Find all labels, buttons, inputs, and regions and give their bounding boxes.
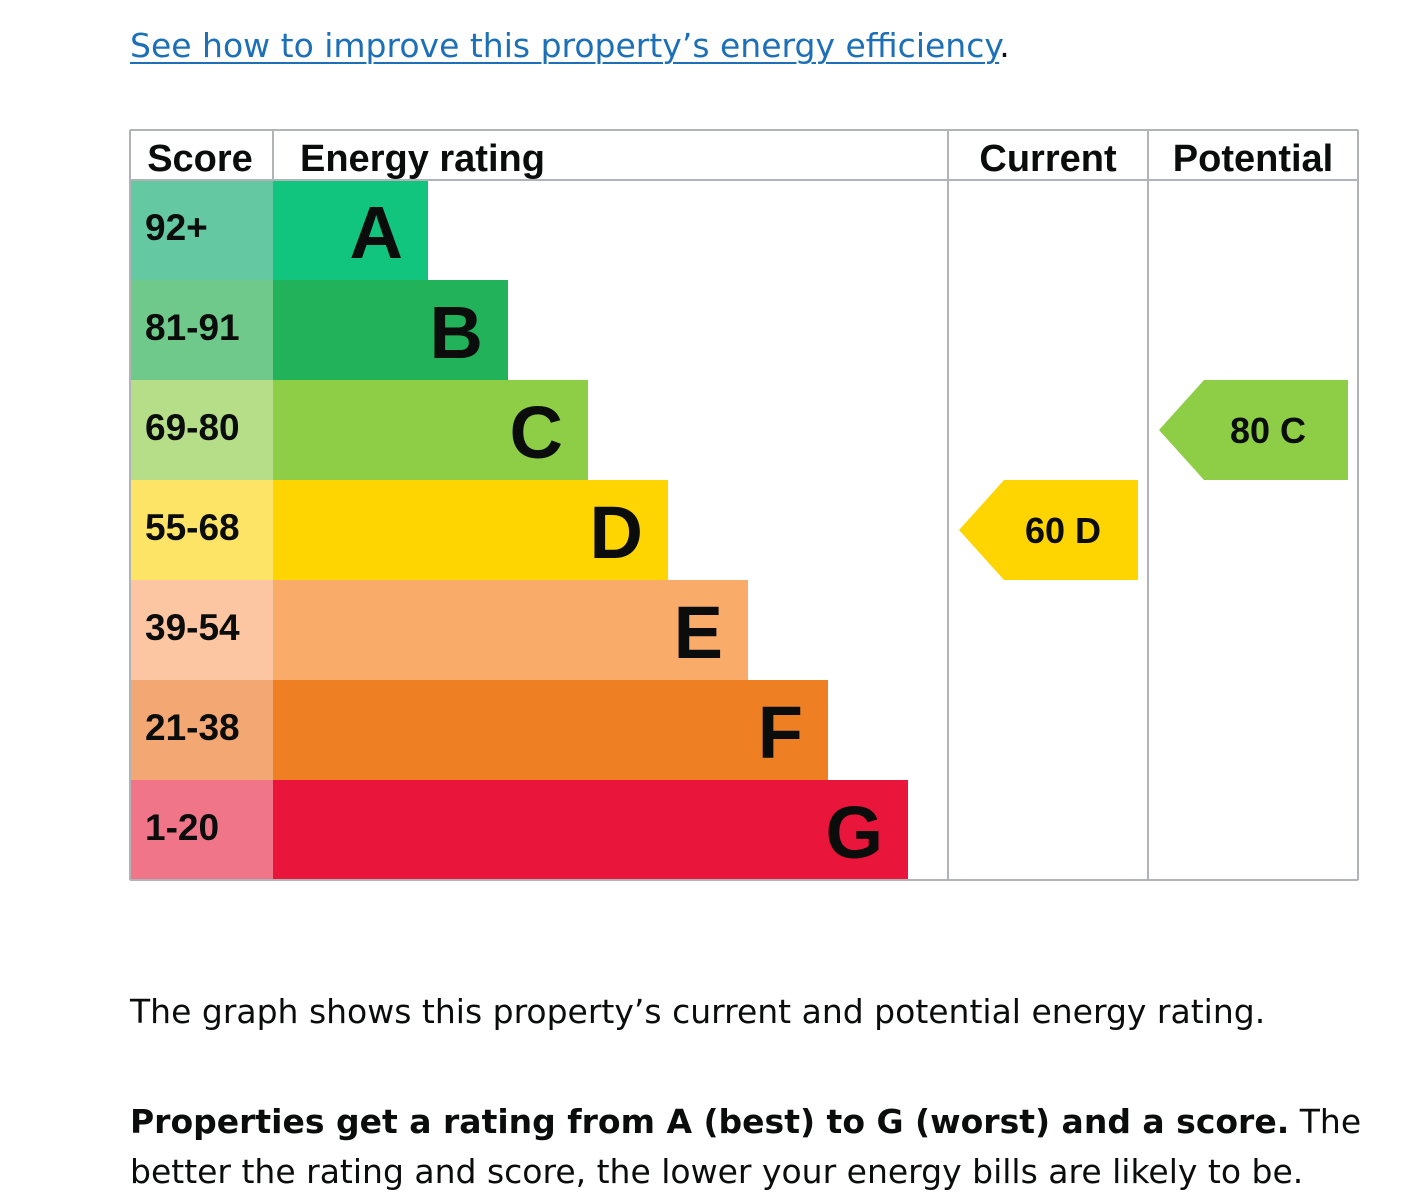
energy-rating-chart: Score Energy rating Current Potential 92+ A 81…	[129, 129, 1359, 881]
score-cell-e	[130, 580, 273, 680]
rating-letter-a: A	[350, 191, 403, 274]
rating-bar-d	[273, 480, 668, 580]
potential-rating-label: 80 C	[1230, 410, 1306, 451]
score-label-a: 92+	[145, 207, 208, 248]
rating-bar-g	[273, 780, 908, 880]
score-label-b: 81-91	[145, 307, 240, 348]
header-current: Current	[979, 138, 1117, 180]
rating-letter-c: C	[510, 391, 563, 474]
score-cell-a	[130, 180, 273, 280]
score-cell-c	[130, 380, 273, 480]
rating-letter-d: D	[590, 491, 643, 574]
rating-explanation-bold: Properties get a rating from A (best) to…	[130, 1102, 1290, 1141]
rating-letter-g: G	[825, 791, 883, 874]
current-rating-arrow	[959, 480, 1138, 580]
potential-rating-arrow	[1159, 380, 1348, 480]
current-rating-label: 60 D	[1025, 510, 1101, 551]
rating-bar-a	[273, 180, 428, 280]
score-label-d: 55-68	[145, 507, 240, 548]
header-energy-rating: Energy rating	[300, 138, 545, 180]
score-cell-f	[130, 680, 273, 780]
rating-bar-b	[273, 280, 508, 380]
score-label-g: 1-20	[145, 807, 219, 848]
score-cell-g	[130, 780, 273, 880]
score-label-f: 21-38	[145, 707, 240, 748]
score-cell-d	[130, 480, 273, 580]
score-label-c: 69-80	[145, 407, 240, 448]
rating-bar-f	[273, 680, 828, 780]
rating-explanation: Properties get a rating from A (best) to…	[130, 1097, 1370, 1197]
score-cell-b	[130, 280, 273, 380]
improve-efficiency-link[interactable]: See how to improve this property’s energ…	[130, 26, 1000, 65]
rating-bar-c	[273, 380, 588, 480]
rating-letter-f: F	[758, 691, 803, 774]
score-label-e: 39-54	[145, 607, 240, 648]
rating-letter-b: B	[430, 291, 483, 374]
rating-bar-e	[273, 580, 748, 680]
header-potential: Potential	[1173, 138, 1333, 180]
link-trailing-period: .	[999, 26, 1010, 65]
graph-description: The graph shows this property’s current …	[130, 992, 1266, 1031]
header-score: Score	[147, 138, 253, 180]
improve-link-row: See how to improve this property’s energ…	[130, 24, 1010, 68]
rating-letter-e: E	[674, 591, 723, 674]
